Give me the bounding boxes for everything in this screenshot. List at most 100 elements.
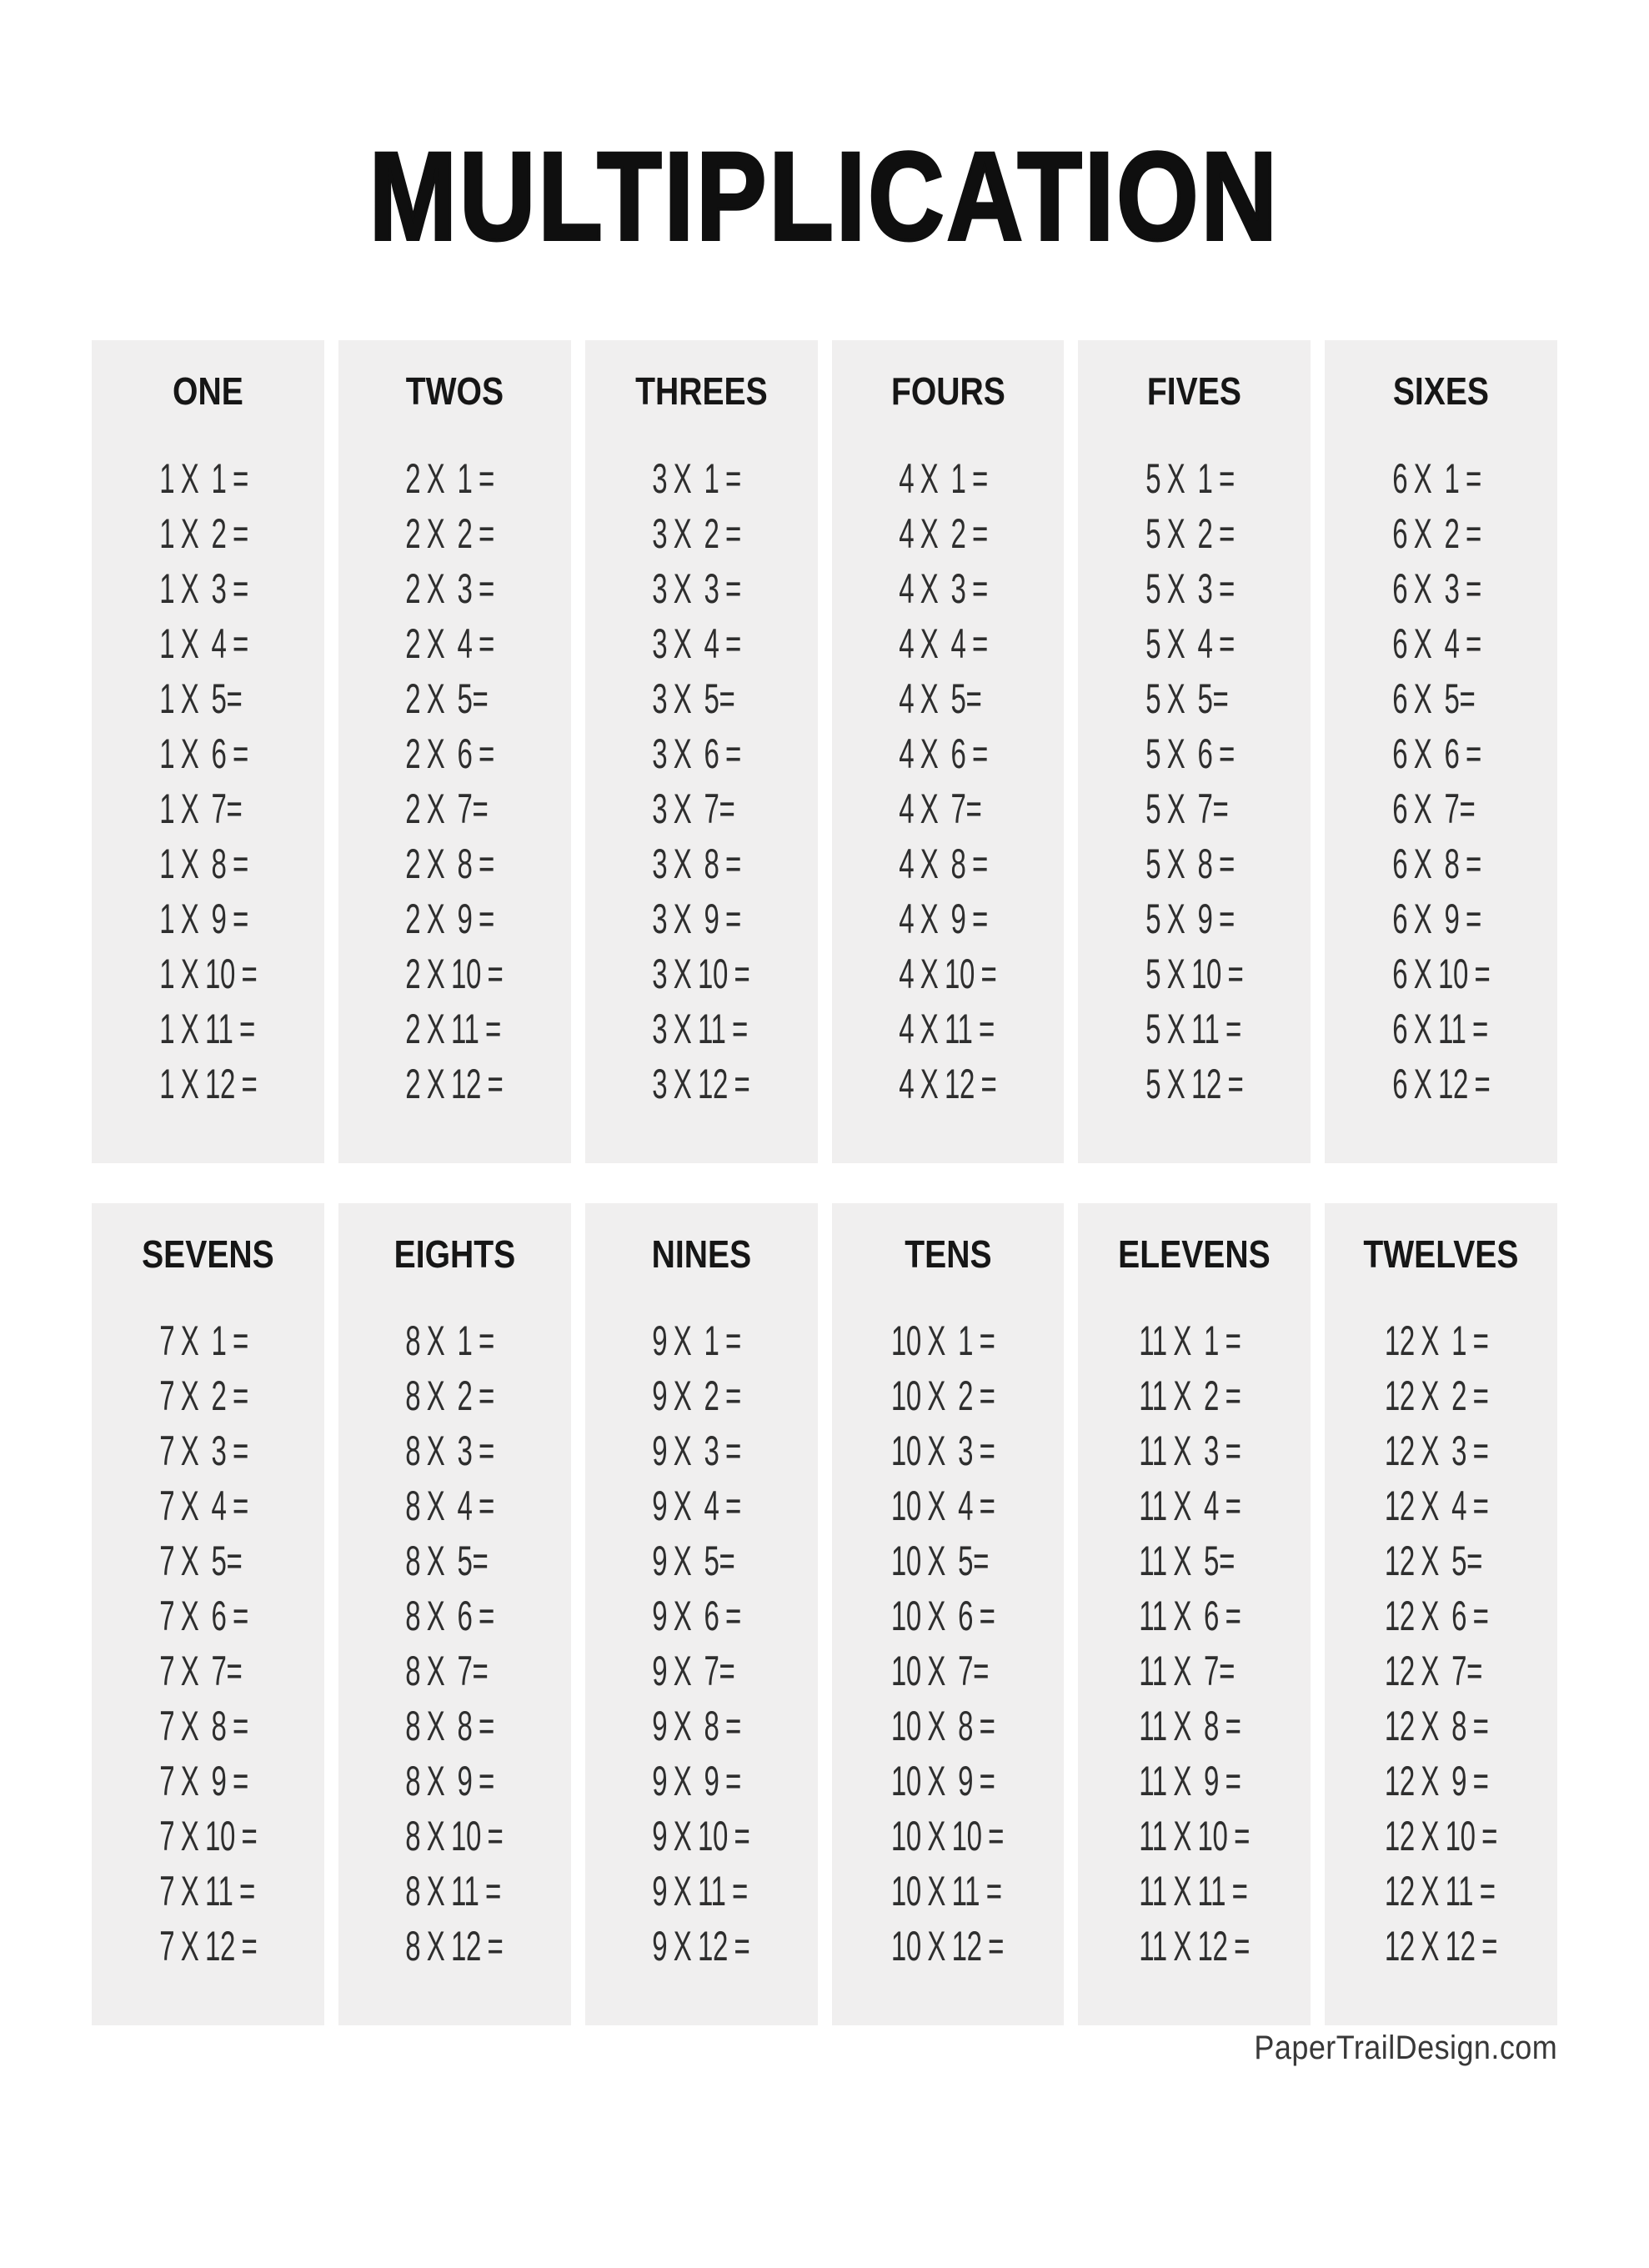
problem-row: 1 X 12 =	[158, 1060, 258, 1107]
problem-row: 9 X 7=	[652, 1648, 735, 1695]
problem-row: 6 X 8 =	[1391, 840, 1481, 887]
problem-row: 8 X 6 =	[405, 1593, 495, 1640]
times-table-card: EIGHTS 8 X 1 = 8 X 2 = 8 X 3 = 8 X 4 = 8…	[338, 1202, 571, 2026]
problem-row: 4 X 7=	[899, 785, 982, 832]
problems-list: 8 X 1 = 8 X 2 = 8 X 3 = 8 X 4 = 8 X 5= 8…	[406, 1313, 504, 1974]
times-table-heading: TWELVES	[1363, 1232, 1519, 1276]
problems-list: 3 X 1 = 3 X 2 = 3 X 3 = 3 X 4 = 3 X 5= 3…	[652, 451, 750, 1111]
problem-row: 11 X 8 =	[1139, 1703, 1241, 1750]
problems-list: 1 X 1 = 1 X 2 = 1 X 3 = 1 X 4 = 1 X 5= 1…	[158, 451, 258, 1111]
problem-row: 1 X 8 =	[158, 840, 248, 887]
problem-row: 10 X 10 =	[891, 1813, 1005, 1860]
problem-row: 4 X 2 =	[899, 509, 989, 557]
problem-row: 10 X 9 =	[891, 1758, 996, 1805]
problem-row: 6 X 1 =	[1391, 454, 1481, 502]
problem-row: 9 X 1 =	[652, 1317, 742, 1365]
problem-row: 4 X 8 =	[899, 840, 989, 887]
problem-row: 8 X 9 =	[405, 1758, 495, 1805]
problem-row: 2 X 7=	[405, 785, 489, 832]
problem-row: 9 X 2 =	[652, 1372, 742, 1420]
problem-row: 2 X 11 =	[405, 1005, 502, 1052]
problem-row: 2 X 5=	[405, 675, 489, 722]
problem-row: 8 X 2 =	[405, 1372, 495, 1420]
problem-row: 2 X 4 =	[405, 620, 495, 667]
problem-row: 4 X 3 =	[899, 564, 989, 612]
problem-row: 1 X 11 =	[158, 1005, 255, 1052]
problems-list: 9 X 1 = 9 X 2 = 9 X 3 = 9 X 4 = 9 X 5= 9…	[652, 1313, 750, 1974]
problem-row: 4 X 12 =	[899, 1060, 997, 1107]
problem-row: 12 X 3 =	[1384, 1428, 1489, 1475]
problem-row: 6 X 5=	[1391, 675, 1476, 722]
problem-row: 8 X 12 =	[405, 1923, 504, 1970]
times-table-card: NINES 9 X 1 = 9 X 2 = 9 X 3 = 9 X 4 = 9 …	[584, 1202, 818, 2026]
times-table-heading: FOURS	[890, 369, 1005, 413]
problem-row: 12 X 7=	[1384, 1648, 1483, 1695]
problem-row: 10 X 7=	[891, 1648, 990, 1695]
problems-list: 5 X 1 = 5 X 2 = 5 X 3 = 5 X 4 = 5 X 5= 5…	[1145, 451, 1244, 1111]
times-tables-grid: ONE 1 X 1 = 1 X 2 = 1 X 3 = 1 X 4 = 1 X …	[92, 340, 1557, 2026]
problem-row: 8 X 11 =	[405, 1868, 502, 1915]
problem-row: 11 X 5=	[1139, 1538, 1235, 1585]
times-table-heading: SEVENS	[142, 1232, 274, 1276]
problem-row: 4 X 1 =	[899, 454, 989, 502]
problem-row: 11 X 11 =	[1139, 1868, 1248, 1915]
problem-row: 9 X 10 =	[652, 1813, 750, 1860]
problems-list: 12 X 1 = 12 X 2 = 12 X 3 = 12 X 4 = 12 X…	[1384, 1313, 1498, 1974]
times-table-heading: EIGHTS	[393, 1232, 516, 1276]
problem-row: 4 X 6 =	[899, 730, 989, 777]
problem-row: 7 X 2 =	[158, 1372, 248, 1420]
problem-row: 3 X 9 =	[652, 895, 742, 942]
problems-list: 10 X 1 = 10 X 2 = 10 X 3 = 10 X 4 = 10 X…	[891, 1313, 1005, 1974]
problem-row: 8 X 10 =	[405, 1813, 504, 1860]
times-table-card: TENS 10 X 1 = 10 X 2 = 10 X 3 = 10 X 4 =…	[831, 1202, 1065, 2026]
footer-credit: PaperTrailDesign.com	[1254, 2030, 1557, 2067]
problem-row: 3 X 2 =	[652, 509, 742, 557]
problem-row: 1 X 9 =	[158, 895, 248, 942]
problem-row: 6 X 3 =	[1391, 564, 1481, 612]
problem-row: 8 X 7=	[405, 1648, 489, 1695]
problem-row: 2 X 3 =	[405, 564, 495, 612]
problem-row: 6 X 6 =	[1391, 730, 1481, 777]
times-table-heading: ONE	[173, 369, 243, 413]
problems-list: 4 X 1 = 4 X 2 = 4 X 3 = 4 X 4 = 4 X 5= 4…	[899, 451, 997, 1111]
problem-row: 7 X 12 =	[158, 1923, 258, 1970]
problem-row: 9 X 9 =	[652, 1758, 742, 1805]
problem-row: 3 X 3 =	[652, 564, 742, 612]
problem-row: 5 X 5=	[1145, 675, 1229, 722]
problem-row: 10 X 12 =	[891, 1923, 1005, 1970]
problem-row: 5 X 10 =	[1145, 950, 1244, 997]
problem-row: 11 X 12 =	[1139, 1923, 1251, 1970]
problem-row: 10 X 8 =	[891, 1703, 996, 1750]
problem-row: 1 X 5=	[158, 675, 243, 722]
problem-row: 5 X 9 =	[1145, 895, 1235, 942]
problem-row: 5 X 7=	[1145, 785, 1229, 832]
problem-row: 10 X 1 =	[891, 1317, 996, 1365]
problem-row: 7 X 8 =	[158, 1703, 248, 1750]
problem-row: 1 X 4 =	[158, 620, 248, 667]
times-table-heading: SIXES	[1392, 369, 1490, 413]
problem-row: 11 X 4 =	[1139, 1483, 1241, 1530]
problem-row: 7 X 3 =	[158, 1428, 248, 1475]
problem-row: 12 X 6 =	[1384, 1593, 1489, 1640]
problem-row: 2 X 10 =	[405, 950, 504, 997]
page-footer: PaperTrailDesign.com	[0, 2029, 1557, 2067]
problem-row: 8 X 1 =	[405, 1317, 495, 1365]
problems-list: 7 X 1 = 7 X 2 = 7 X 3 = 7 X 4 = 7 X 5= 7…	[158, 1313, 258, 1974]
problem-row: 4 X 4 =	[899, 620, 989, 667]
problem-row: 1 X 10 =	[158, 950, 258, 997]
page-title: MULTIPLICATION	[368, 126, 1281, 266]
problem-row: 4 X 10 =	[899, 950, 997, 997]
problem-row: 12 X 2 =	[1384, 1372, 1489, 1420]
problem-row: 11 X 10 =	[1139, 1813, 1251, 1860]
problem-row: 7 X 5=	[158, 1538, 243, 1585]
problem-row: 1 X 1 =	[158, 454, 248, 502]
problem-row: 8 X 4 =	[405, 1483, 495, 1530]
problem-row: 6 X 10 =	[1391, 950, 1491, 997]
times-table-card: FIVES 5 X 1 = 5 X 2 = 5 X 3 = 5 X 4 = 5 …	[1078, 340, 1311, 1163]
problem-row: 3 X 5=	[652, 675, 735, 722]
times-table-heading: THREES	[634, 369, 768, 413]
problem-row: 9 X 6 =	[652, 1593, 742, 1640]
problem-row: 12 X 10 =	[1384, 1813, 1498, 1860]
problem-row: 1 X 6 =	[158, 730, 248, 777]
problem-row: 2 X 12 =	[405, 1060, 504, 1107]
